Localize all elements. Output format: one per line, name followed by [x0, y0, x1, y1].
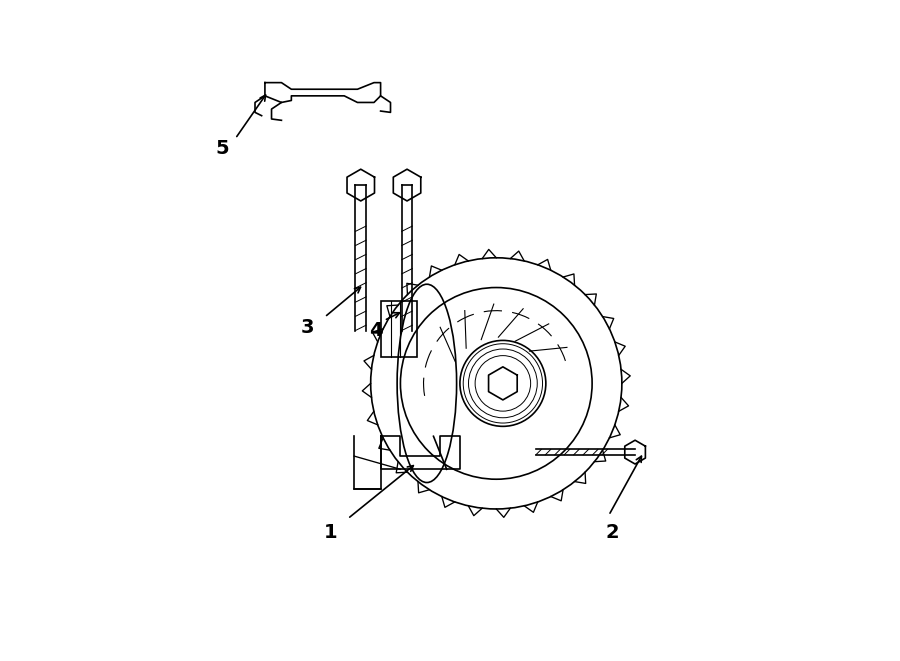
Text: 1: 1: [324, 523, 338, 541]
Text: 4: 4: [369, 321, 382, 340]
Bar: [381, 301, 417, 357]
Text: 2: 2: [605, 523, 619, 541]
Text: 5: 5: [215, 139, 229, 158]
Text: 3: 3: [302, 318, 315, 336]
